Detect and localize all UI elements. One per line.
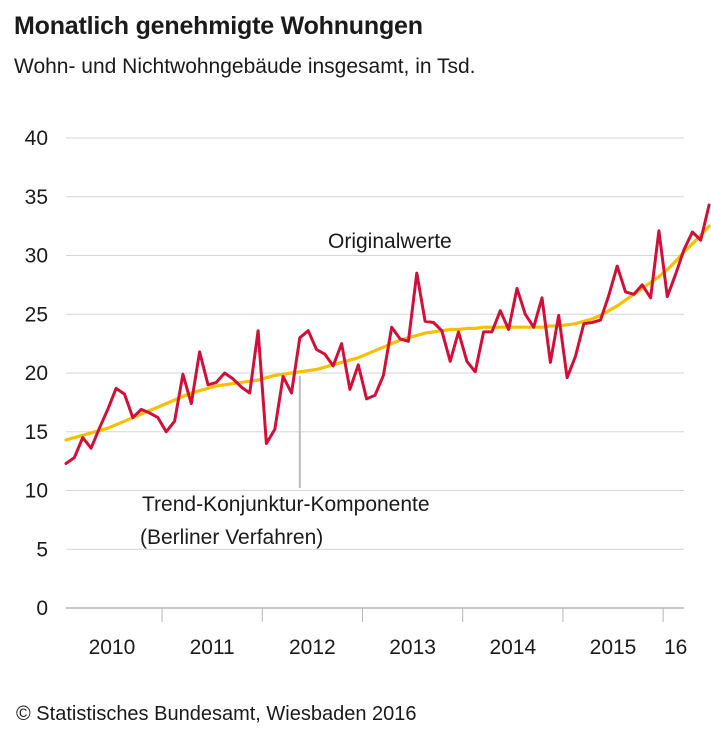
annotation-originalwerte: Originalwerte bbox=[328, 230, 452, 253]
y-tick-label: 40 bbox=[25, 127, 48, 150]
annotation-trend-line2: (Berliner Verfahren) bbox=[140, 526, 323, 549]
x-tick-label: 16 bbox=[664, 636, 687, 659]
x-tick-label: 2010 bbox=[89, 636, 136, 659]
y-tick-label: 10 bbox=[25, 480, 48, 503]
chart-subtitle: Wohn- und Nichtwohngebäude insgesamt, in… bbox=[14, 55, 476, 78]
annotation-trend-line1: Trend-Konjunktur-Komponente bbox=[142, 493, 430, 516]
series-lines bbox=[64, 203, 711, 465]
gridlines bbox=[66, 137, 684, 609]
source-note: © Statistisches Bundesamt, Wiesbaden 201… bbox=[16, 703, 417, 725]
chart-title: Monatlich genehmigte Wohnungen bbox=[14, 12, 423, 40]
y-tick-label: 0 bbox=[36, 597, 48, 620]
series-line-trend bbox=[64, 224, 711, 442]
y-tick-label: 15 bbox=[25, 421, 48, 444]
x-tick-label: 2012 bbox=[289, 636, 336, 659]
series-line-originalwerte bbox=[64, 203, 711, 465]
x-tick-label: 2013 bbox=[389, 636, 436, 659]
y-axis-ticks: 0 5 10 15 20 25 30 35 40 bbox=[25, 127, 48, 620]
x-tick-label: 2015 bbox=[590, 636, 637, 659]
y-tick-label: 5 bbox=[36, 538, 48, 561]
x-tick-label: 2011 bbox=[190, 636, 235, 659]
y-tick-label: 35 bbox=[25, 186, 48, 209]
y-tick-label: 30 bbox=[25, 245, 48, 268]
x-axis-ticks: 2010 2011 2012 2013 2014 2015 16 bbox=[89, 608, 687, 659]
x-tick-label: 2014 bbox=[489, 636, 536, 659]
y-tick-label: 25 bbox=[25, 303, 48, 326]
y-tick-label: 20 bbox=[25, 362, 48, 385]
